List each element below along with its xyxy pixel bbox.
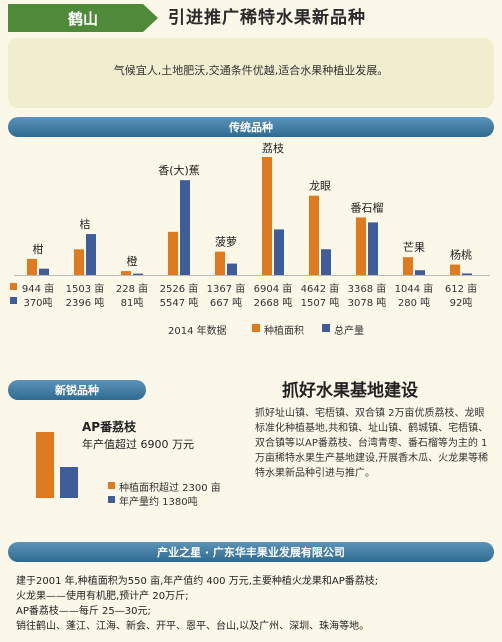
company-text: 建于2001 年,种植面积为550 亩,年产值约 400 万元,主要种植火龙果和…: [16, 574, 494, 634]
output-cell-6: 1507 吨: [300, 298, 340, 309]
area-cell-2: 228 亩: [115, 284, 149, 295]
bar-area-3: [168, 231, 178, 275]
output-row-swatch: [10, 297, 17, 304]
company-section-bar: 产业之星 · 广东华丰果业发展有限公司: [8, 542, 494, 562]
bar-area-9: [450, 264, 460, 275]
area-cell-5: 6904 亩: [253, 284, 293, 295]
new-variety-output-bar: [60, 467, 78, 498]
area-cell-0: 944 亩: [21, 284, 55, 295]
category-label-9: 杨桃: [450, 248, 472, 262]
bar-output-7: [368, 222, 378, 275]
bar-output-9: [462, 273, 472, 275]
new-variety-area-bar: [36, 432, 54, 498]
bar-area-6: [309, 195, 319, 275]
bar-area-2: [121, 271, 131, 275]
category-label-7: 番石榴: [351, 200, 384, 214]
new-variety-legend-area: 种植面积超过 2300 亩: [119, 483, 221, 494]
year-label: 2014 年数据: [168, 326, 227, 337]
new-variety-value: 年产值超过 6900 万元: [82, 438, 194, 451]
output-cell-4: 667 吨: [209, 298, 243, 309]
bar-output-0: [39, 268, 49, 275]
area-cell-4: 1367 亩: [206, 284, 246, 295]
output-cell-7: 3078 吨: [347, 298, 387, 309]
output-cell-9: 92吨: [449, 298, 473, 309]
area-cell-1: 1503 亩: [65, 284, 105, 295]
feature-body: 抓好址山镇、宅梧镇、双合镇 2万亩优质荔枝、龙眼标准化种植基地,共和镇、址山镇、…: [255, 408, 489, 479]
output-cell-3: 5547 吨: [159, 298, 199, 309]
output-cell-2: 81吨: [120, 298, 144, 309]
feature-title: 抓好水果基地建设: [282, 381, 418, 401]
new-variety-legend-swatch-area: [108, 482, 115, 489]
bar-output-8: [415, 270, 425, 275]
bar-area-8: [403, 257, 413, 275]
category-label-4: 菠萝: [215, 236, 237, 249]
bar-output-6: [321, 249, 331, 275]
area-cell-6: 4642 亩: [300, 284, 340, 295]
output-cell-5: 2668 吨: [253, 298, 293, 309]
bar-output-2: [133, 273, 143, 275]
category-label-0: 柑: [33, 242, 44, 256]
bar-output-1: [86, 234, 96, 275]
company-line: 销往鹤山、蓬江、江海、新会、开平、恩平、台山,以及广州、深圳、珠海等地。: [16, 621, 370, 632]
new-variety-name: AP番荔枝: [82, 420, 137, 434]
legend-swatch-output: [322, 324, 330, 332]
bar-area-4: [215, 251, 225, 275]
output-cell-0: 370吨: [23, 298, 53, 309]
area-cell-8: 1044 亩: [394, 284, 434, 295]
traditional-section-bar: 传统品种: [8, 117, 494, 137]
bar-area-0: [27, 258, 37, 275]
bar-output-4: [227, 263, 237, 275]
area-cell-3: 2526 亩: [159, 284, 199, 295]
category-label-1: 桔: [80, 217, 91, 231]
legend-label-area: 种植面积: [264, 326, 304, 337]
legend-label-output: 总产量: [334, 326, 364, 337]
area-cell-7: 3368 亩: [347, 284, 387, 295]
bar-area-5: [262, 157, 272, 275]
category-label-5: 荔枝: [262, 141, 284, 155]
new-variety-legend-output: 年产量约 1380吨: [119, 497, 198, 508]
output-cell-1: 2396 吨: [65, 298, 105, 309]
category-label-6: 龙眼: [309, 180, 331, 193]
category-label-3: 香(大)蕉: [158, 163, 200, 177]
legend-swatch-area: [252, 324, 260, 332]
intro-text: 气候宜人,土地肥沃,交通条件优越,适合水果种植业发展。: [113, 64, 389, 77]
page-title: 引进推广稀特水果新品种: [168, 8, 366, 28]
company-line: 火龙果——使用有机肥,预计产 20万斤;: [16, 591, 189, 602]
bar-area-7: [356, 217, 366, 275]
region-badge: 鹤山: [8, 4, 158, 32]
intro-panel: [8, 38, 494, 108]
new-variety-section-bar: 新锐品种: [8, 380, 146, 400]
bar-area-1: [74, 249, 84, 275]
bar-output-5: [274, 229, 284, 275]
area-row-swatch: [10, 283, 17, 290]
category-label-2: 橙: [127, 254, 138, 268]
output-cell-8: 280 吨: [397, 298, 431, 309]
area-cell-9: 612 亩: [444, 284, 478, 295]
company-line: 建于2001 年,种植面积为550 亩,年产值约 400 万元,主要种植火龙果和…: [16, 576, 379, 587]
company-line: AP番荔枝——每斤 25—30元;: [16, 606, 151, 617]
bar-output-3: [180, 180, 190, 275]
category-label-8: 芒果: [403, 241, 425, 254]
new-variety-legend-swatch-output: [108, 496, 115, 503]
